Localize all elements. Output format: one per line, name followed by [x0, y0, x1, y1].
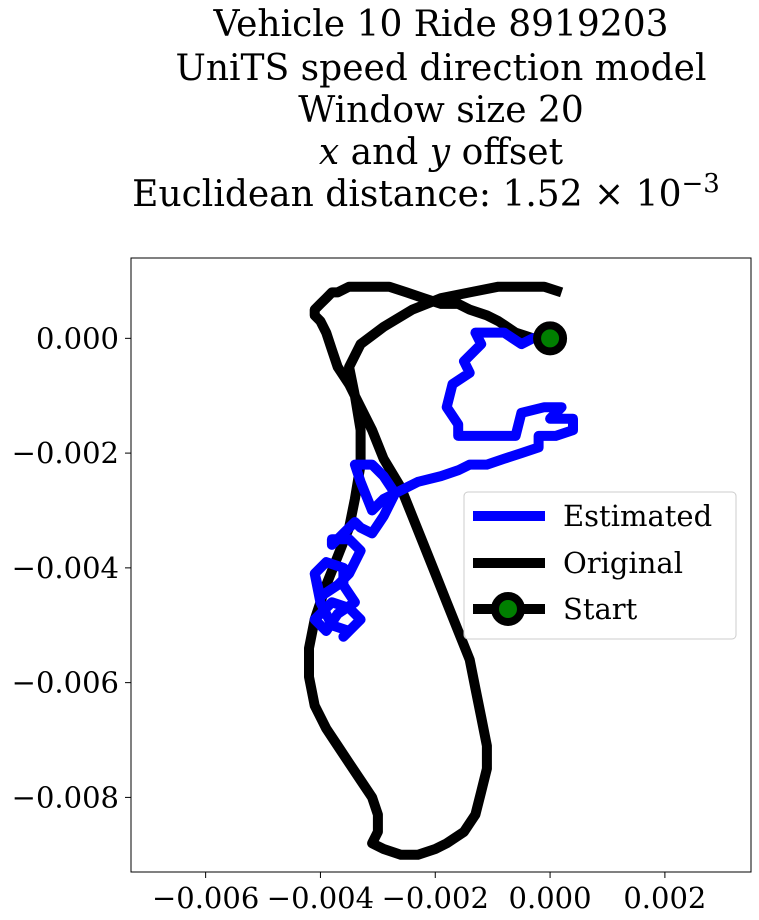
title-distance-text: Euclidean distance: 1.52 × 10	[132, 174, 681, 215]
y-tick-label: −0.004	[12, 551, 119, 585]
x-axis: −0.006 −0.004 −0.002 0.000 0.002	[152, 872, 706, 915]
title-line-2: UniTS speed direction model	[176, 48, 707, 89]
series-line-estimated	[309, 327, 578, 642]
y-tick-label: −0.002	[12, 436, 119, 470]
title-line-1: Vehicle 10 Ride 8919203	[212, 4, 668, 45]
legend-estimated-label: Estimated	[563, 499, 712, 533]
y-tick-label: −0.006	[12, 666, 119, 700]
x-tick-label: 0.000	[509, 881, 592, 915]
legend-start-marker	[491, 592, 525, 626]
x-tick-label: −0.006	[152, 881, 259, 915]
series-layer	[304, 281, 578, 860]
x-tick-label: 0.002	[623, 881, 706, 915]
title-exponent: −3	[681, 169, 719, 199]
y-tick-label: 0.000	[36, 321, 119, 355]
chart-title: Vehicle 10 Ride 8919203 UniTS speed dire…	[132, 4, 720, 215]
title-line-5: Euclidean distance: 1.52 × 10−3	[132, 169, 720, 215]
legend: Estimated Original Start	[463, 491, 737, 640]
legend-start-label: Start	[563, 592, 638, 626]
x-tick-label: −0.002	[382, 881, 489, 915]
legend-original-label: Original	[563, 546, 683, 580]
y-axis: 0.000 −0.002 −0.004 −0.006 −0.008	[12, 321, 131, 814]
y-tick-label: −0.008	[12, 780, 119, 814]
legend-box	[463, 491, 737, 640]
start-layer	[533, 321, 568, 356]
title-line-3: Window size 20	[298, 90, 584, 131]
title-line-4: x and y offset	[319, 132, 564, 173]
start-point-marker	[533, 321, 568, 356]
x-tick-label: −0.004	[267, 881, 374, 915]
